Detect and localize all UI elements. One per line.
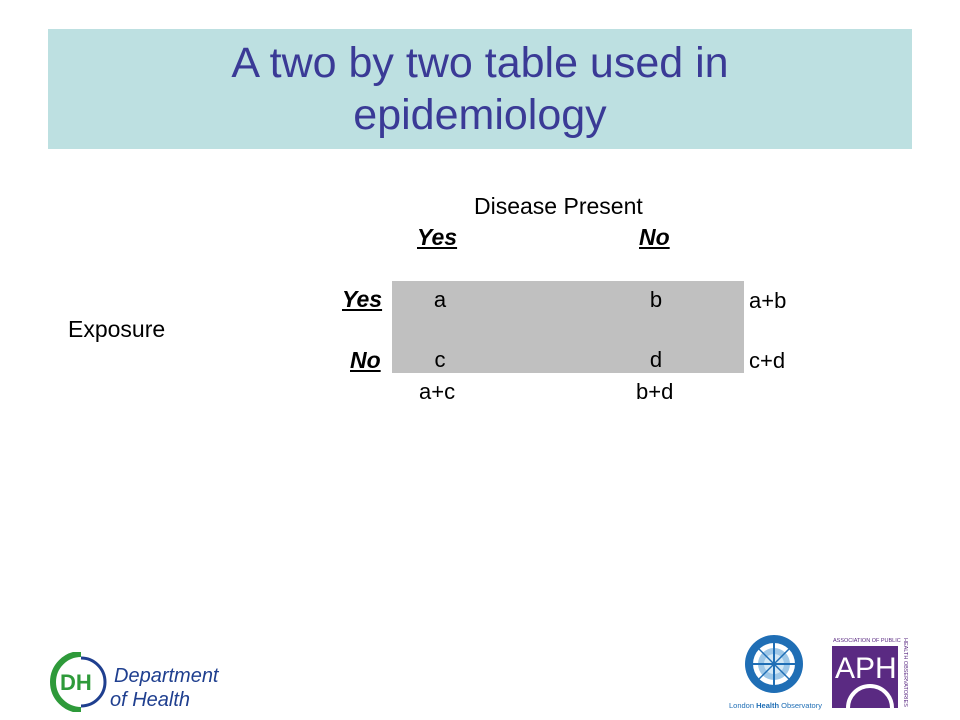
table-cells-background — [392, 281, 744, 373]
row-total-c-plus-d: c+d — [749, 348, 786, 373]
disease-present-header: Disease Present — [474, 193, 643, 219]
row-total-a-plus-b: a+b — [749, 288, 787, 313]
london-health-observatory-logo: London Health Observatory — [728, 630, 828, 717]
column-total-a-plus-c: a+c — [419, 379, 456, 404]
dh-line-2: of Health — [110, 689, 190, 711]
svg-text:London Health Observatory: London Health Observatory — [729, 701, 822, 710]
aph-top-text: ASSOCIATION OF PUBLIC — [833, 638, 901, 644]
row-header-no: No — [350, 347, 381, 373]
column-header-yes: Yes — [417, 224, 458, 250]
column-total-b-plus-d: b+d — [636, 379, 674, 404]
cell-a: a — [433, 287, 447, 312]
exposure-label: Exposure — [68, 316, 166, 342]
department-of-health-logo: DH Department of Health — [48, 651, 228, 717]
cell-b: b — [649, 287, 663, 312]
aph-letters: APH — [835, 652, 897, 685]
cell-d: d — [649, 347, 663, 372]
association-of-public-health-observatories-logo: ASSOCIATION OF PUBLIC APH HEALTH OBSERVA… — [832, 634, 912, 715]
row-header-yes: Yes — [342, 286, 383, 312]
aph-side-text: HEALTH OBSERVATORIES — [902, 638, 908, 707]
lho-text-2: Health — [756, 701, 779, 710]
lho-text-1: London — [729, 701, 756, 710]
dh-line-1: Department — [114, 665, 220, 687]
dh-mark: DH — [60, 670, 92, 695]
title-bar: A two by two table used in epidemiology — [48, 29, 912, 149]
column-header-no: No — [639, 224, 670, 250]
slide-title: A two by two table used in epidemiology — [231, 39, 729, 139]
lho-text-3: Observatory — [779, 701, 822, 710]
cell-c: c — [434, 347, 446, 372]
